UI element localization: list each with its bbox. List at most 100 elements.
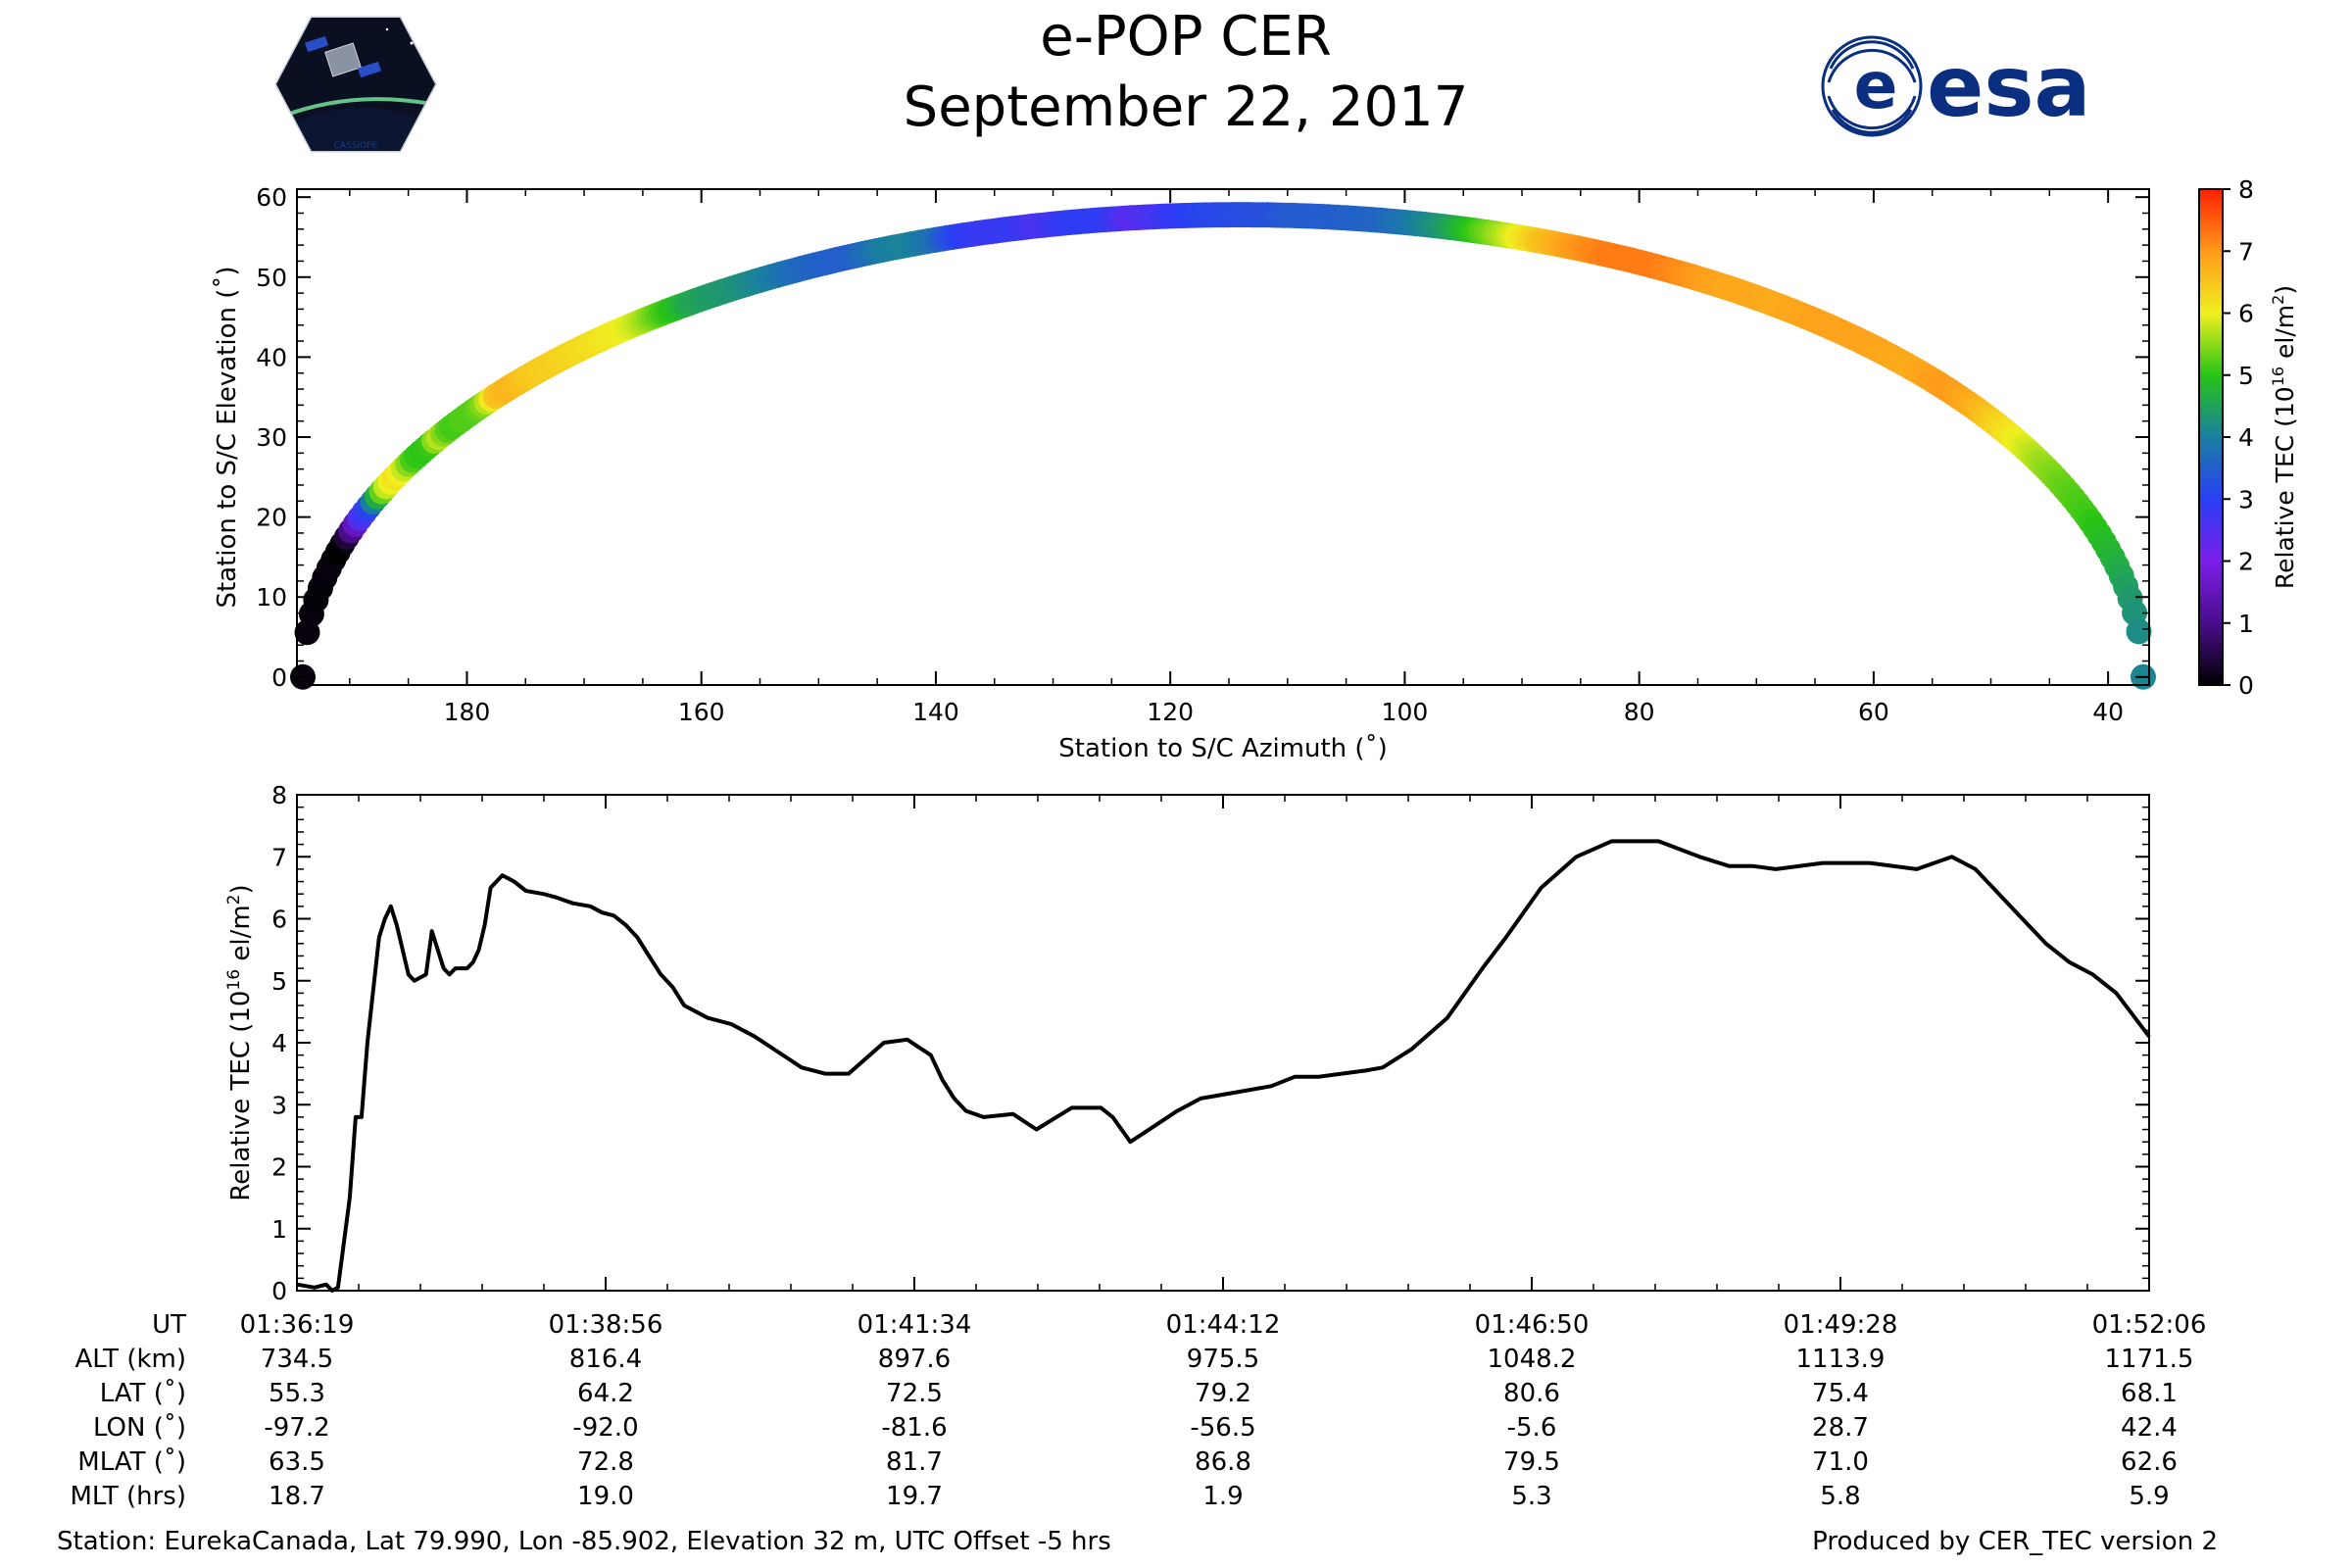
elevation-chart-frame <box>296 188 2150 686</box>
ephemeris-cell: -81.6 <box>881 1413 947 1443</box>
colorbar-label: Relative TEC (1016 el/m2) <box>2269 285 2299 589</box>
elevation-y-tick-label: 10 <box>256 583 287 612</box>
ephemeris-cell: 1048.2 <box>1488 1345 1577 1374</box>
ephemeris-cell: 01:44:12 <box>1166 1310 1281 1340</box>
ephemeris-cell: 79.2 <box>1195 1379 1251 1408</box>
ephemeris-cell: 1113.9 <box>1796 1345 1886 1374</box>
ephemeris-cell: 42.4 <box>2121 1413 2178 1443</box>
ephemeris-cell: 734.5 <box>261 1345 333 1374</box>
colorbar-tick-label: 7 <box>2238 237 2254 266</box>
esa-logo: e esa <box>1821 35 2091 137</box>
cassiope-logo-text: CASSIOPE <box>334 141 378 151</box>
ephemeris-cell: 55.3 <box>269 1379 325 1408</box>
elevation-y-tick-label: 20 <box>256 504 287 532</box>
ephemeris-cell: 81.7 <box>886 1447 943 1477</box>
elevation-chart: 180 160 140 120 100 80 60 40 0 10 20 30 40 50 60 Stati… <box>213 183 2156 763</box>
elevation-x-tick-label: 120 <box>1147 698 1194 726</box>
ephemeris-cell: -97.2 <box>264 1413 329 1443</box>
ephemeris-cell: 79.5 <box>1503 1447 1560 1477</box>
ephemeris-cell: 80.6 <box>1503 1379 1560 1408</box>
esa-logo-text: esa <box>1927 38 2091 136</box>
elevation-x-tick-label: 100 <box>1382 698 1429 726</box>
colorbar-gradient <box>2198 188 2224 686</box>
elevation-x-tick-label: 180 <box>444 698 491 726</box>
cassiope-logo: CASSIOPE <box>274 16 437 153</box>
track-arc <box>290 202 2156 690</box>
ephemeris-cell: 28.7 <box>1812 1413 1869 1443</box>
elevation-chart-xlabel: Station to S/C Azimuth (˚) <box>1058 734 1387 763</box>
tec-series-line <box>296 839 2151 1293</box>
colorbar-ticks: 0 1 2 3 4 5 6 7 8 <box>2223 175 2254 700</box>
ephemeris-cell: -56.5 <box>1190 1413 1255 1443</box>
ephemeris-cell: 01:49:28 <box>1784 1310 1898 1340</box>
tec-y-tick-label: 7 <box>271 843 287 871</box>
ephemeris-cell: 75.4 <box>1812 1379 1869 1408</box>
elevation-chart-axes: 180 160 140 120 100 80 60 40 0 10 20 30 40 50 60 <box>256 183 2149 726</box>
ephemeris-cell: 816.4 <box>569 1345 642 1374</box>
tec-y-tick-label: 3 <box>271 1091 287 1119</box>
tec-chart-frame <box>296 794 2150 1292</box>
tec-chart-axes: 0 1 2 3 4 5 6 7 8 <box>271 781 2150 1305</box>
ephemeris-cell: 975.5 <box>1187 1345 1259 1374</box>
ephemeris-cell: 72.5 <box>886 1379 943 1408</box>
ephemeris-cell: 68.1 <box>2121 1379 2178 1408</box>
elevation-y-tick-label: 30 <box>256 423 287 452</box>
producer-info: Produced by CER_TEC version 2 <box>1812 1527 2218 1556</box>
tec-y-tick-label: 5 <box>271 967 287 996</box>
colorbar-tick-label: 2 <box>2238 548 2254 576</box>
ephemeris-cell: 1171.5 <box>2105 1345 2194 1374</box>
elevation-y-tick-label: 0 <box>271 663 287 692</box>
ephemeris-table: UT ALT (km) LAT (˚) LON (˚) MLAT (˚) MLT (hrs… <box>71 1310 2207 1511</box>
ephemeris-cell: -92.0 <box>572 1413 638 1443</box>
tec-chart-ylabel: Relative TEC (1016 el/m2) <box>224 884 256 1200</box>
elevation-x-tick-label: 160 <box>678 698 725 726</box>
tec-y-tick-label: 0 <box>271 1277 287 1305</box>
tec-y-tick-label: 6 <box>271 906 287 934</box>
ephemeris-cell: 5.8 <box>1820 1482 1860 1511</box>
ephemeris-row-label: ALT (km) <box>74 1345 186 1374</box>
tec-y-tick-label: 1 <box>271 1215 287 1244</box>
colorbar-tick-label: 5 <box>2238 362 2254 390</box>
tec-y-tick-label: 8 <box>271 781 287 809</box>
ephemeris-cell: 18.7 <box>269 1482 325 1511</box>
ephemeris-cell: 63.5 <box>269 1447 325 1477</box>
ephemeris-cell: 5.9 <box>2129 1482 2169 1511</box>
ephemeris-cell: 86.8 <box>1195 1447 1251 1477</box>
ephemeris-row-label: UT <box>152 1310 186 1340</box>
colorbar: 0 1 2 3 4 5 6 7 8 Relative TEC (1016 el/m2) <box>2198 175 2299 700</box>
figure-title: e-POP CER <box>1040 5 1331 69</box>
elevation-y-tick-label: 50 <box>256 264 287 292</box>
ephemeris-cell: -5.6 <box>1507 1413 1557 1443</box>
ephemeris-cell: 01:36:19 <box>240 1310 355 1340</box>
ephemeris-cell: 1.9 <box>1202 1482 1243 1511</box>
elevation-x-tick-label: 140 <box>912 698 959 726</box>
ephemeris-row-label: LON (˚) <box>93 1413 186 1443</box>
tec-chart: 0 1 2 3 4 5 6 7 8 Relative TEC (1016 el/m2) <box>224 781 2151 1305</box>
ephemeris-row-label: LAT (˚) <box>100 1379 186 1408</box>
ephemeris-row-label: MLT (hrs) <box>71 1482 187 1511</box>
ephemeris-cell: 64.2 <box>577 1379 634 1408</box>
elevation-x-tick-label: 60 <box>1858 698 1889 726</box>
track-point <box>2126 618 2152 645</box>
ephemeris-cell: 71.0 <box>1812 1447 1869 1477</box>
station-info: Station: EurekaCanada, Lat 79.990, Lon -… <box>57 1527 1111 1556</box>
ephemeris-cell: 5.3 <box>1511 1482 1551 1511</box>
ephemeris-cell: 62.6 <box>2121 1447 2178 1477</box>
colorbar-tick-label: 0 <box>2238 671 2254 700</box>
elevation-x-tick-label: 40 <box>2092 698 2124 726</box>
tec-y-tick-label: 2 <box>271 1153 287 1182</box>
colorbar-tick-label: 6 <box>2238 300 2254 328</box>
ephemeris-cell: 897.6 <box>878 1345 951 1374</box>
colorbar-tick-label: 3 <box>2238 485 2254 514</box>
ephemeris-cell: 19.0 <box>577 1482 634 1511</box>
ephemeris-cell: 01:41:34 <box>858 1310 972 1340</box>
colorbar-tick-label: 1 <box>2238 610 2254 638</box>
figure-date: September 22, 2017 <box>904 75 1469 139</box>
tec-y-tick-label: 4 <box>271 1029 287 1057</box>
elevation-y-tick-label: 40 <box>256 343 287 371</box>
ephemeris-cell: 01:46:50 <box>1475 1310 1590 1340</box>
ephemeris-cell: 72.8 <box>577 1447 634 1477</box>
ephemeris-cell: 19.7 <box>886 1482 943 1511</box>
elevation-x-tick-label: 80 <box>1624 698 1655 726</box>
